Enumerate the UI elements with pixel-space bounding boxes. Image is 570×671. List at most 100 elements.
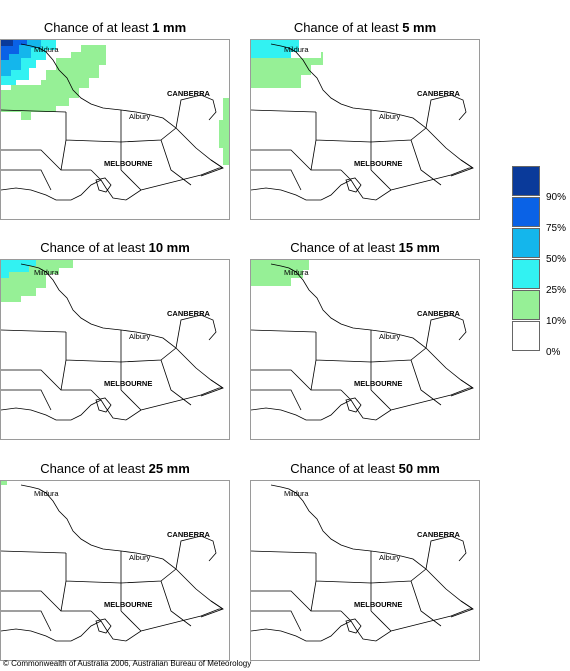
east-gippsland — [200, 600, 224, 618]
rainfall-map: Mildura CANBERRA Albury MELBOURNE — [251, 484, 474, 642]
east-gippsland — [450, 600, 474, 618]
label-mildura: Mildura — [34, 489, 59, 498]
east-gippsland — [450, 159, 474, 177]
panel-title-prefix: Chance of at least — [40, 240, 149, 255]
label-canberra: CANBERRA — [417, 309, 461, 318]
map-panel-25mm: Mildura CANBERRA Albury MELBOURNE — [0, 480, 230, 661]
panel-title-10mm: Chance of at least 10 mm — [0, 240, 230, 256]
port-phillip — [345, 177, 362, 193]
murray-river — [20, 43, 224, 169]
label-canberra: CANBERRA — [167, 530, 211, 539]
panel-title-amount: 15 mm — [398, 240, 440, 255]
label-melbourne: MELBOURNE — [354, 600, 402, 609]
legend-swatch-75 — [512, 197, 540, 227]
port-phillip — [95, 618, 112, 634]
legend-swatch-0 — [512, 321, 540, 351]
map-panel-15mm: Mildura CANBERRA Albury MELBOURNE — [250, 259, 480, 440]
panel-title-amount: 5 mm — [402, 20, 437, 35]
shade-10pct — [1, 481, 7, 485]
panel-title-amount: 1 mm — [152, 20, 187, 35]
legend-label-90: 90% — [546, 192, 567, 203]
border-lines — [1, 43, 224, 201]
coastline — [251, 387, 473, 421]
label-mildura: Mildura — [34, 45, 59, 54]
district-lines — [1, 109, 192, 191]
coastline — [251, 167, 473, 201]
port-phillip — [95, 397, 112, 413]
nsw-act-border — [425, 535, 467, 570]
probability-shading — [251, 40, 323, 88]
label-mildura: Mildura — [284, 45, 309, 54]
rainfall-map: Mildura CANBERRA Albury MELBOURNE — [251, 40, 474, 201]
legend-label-50: 50% — [546, 254, 567, 265]
shade-10pct — [251, 52, 323, 88]
district-lines — [251, 550, 442, 632]
map-panel-5mm: Mildura CANBERRA Albury MELBOURNE — [250, 39, 480, 220]
legend-swatch-50 — [512, 228, 540, 258]
murray-river — [20, 484, 224, 610]
border-lines — [1, 263, 224, 421]
district-lines — [1, 550, 192, 632]
border-lines — [1, 484, 224, 642]
panel-title-25mm: Chance of at least 25 mm — [0, 461, 230, 477]
shade-10pct — [1, 45, 106, 120]
rainfall-map: Mildura CANBERRA Albury MELBOURNE — [1, 260, 224, 421]
murray-river — [270, 484, 474, 610]
map-frame: Mildura CANBERRA Albury MELBOURNE — [0, 259, 230, 440]
border-lines — [251, 484, 474, 642]
nsw-act-border — [425, 314, 467, 349]
east-gippsland — [200, 379, 224, 397]
label-melbourne: MELBOURNE — [354, 159, 402, 168]
coastline — [1, 167, 223, 201]
legend-label-25: 25% — [546, 285, 567, 296]
east-gippsland — [450, 379, 474, 397]
panel-title-1mm: Chance of at least 1 mm — [0, 20, 230, 36]
label-albury: Albury — [129, 112, 151, 121]
panel-title-amount: 25 mm — [148, 461, 190, 476]
panel-title-amount: 50 mm — [398, 461, 440, 476]
label-mildura: Mildura — [34, 268, 59, 277]
legend-swatch-10 — [512, 290, 540, 320]
legend-swatch-25 — [512, 259, 540, 289]
murray-river — [20, 263, 224, 389]
probability-shading — [1, 40, 229, 165]
label-albury: Albury — [379, 112, 401, 121]
coastline — [251, 608, 473, 642]
nsw-act-border — [425, 94, 467, 129]
rainfall-map: Mildura CANBERRA Albury MELBOURNE — [1, 40, 229, 201]
label-melbourne: MELBOURNE — [104, 379, 152, 388]
district-lines — [251, 329, 442, 411]
probability-shading — [1, 260, 73, 302]
port-phillip — [95, 177, 112, 193]
legend-label-75: 75% — [546, 223, 567, 234]
legend-label-10: 10% — [546, 316, 567, 327]
panel-title-50mm: Chance of at least 50 mm — [250, 461, 480, 477]
rainfall-map: Mildura CANBERRA Albury MELBOURNE — [1, 481, 224, 642]
nsw-act-border — [175, 314, 217, 349]
label-melbourne: MELBOURNE — [104, 159, 152, 168]
shade-10pct — [251, 260, 309, 286]
label-mildura: Mildura — [284, 489, 309, 498]
map-frame: Mildura CANBERRA Albury MELBOURNE — [250, 39, 480, 220]
border-lines — [251, 263, 474, 421]
map-panel-1mm: Mildura CANBERRA Albury MELBOURNE — [0, 39, 230, 220]
border-lines — [251, 43, 474, 201]
label-albury: Albury — [379, 332, 401, 341]
nsw-act-border — [175, 94, 217, 129]
label-melbourne: MELBOURNE — [354, 379, 402, 388]
label-canberra: CANBERRA — [417, 89, 461, 98]
coastline — [1, 387, 223, 421]
panel-title-amount: 10 mm — [148, 240, 190, 255]
label-canberra: CANBERRA — [167, 89, 211, 98]
panel-title-prefix: Chance of at least — [43, 20, 153, 35]
district-lines — [251, 109, 442, 191]
shade-10pct-east — [219, 98, 229, 165]
panel-title-prefix: Chance of at least — [40, 461, 149, 476]
probability-legend: 90% 75% 50% 25% 10% 0% — [512, 166, 570, 366]
label-melbourne: MELBOURNE — [104, 600, 152, 609]
map-frame: Mildura CANBERRA Albury MELBOURNE — [250, 259, 480, 440]
east-gippsland — [200, 159, 224, 177]
legend-swatch-90 — [512, 166, 540, 196]
copyright-notice: © Commonwealth of Australia 2006, Austra… — [3, 659, 252, 668]
probability-shading — [1, 481, 7, 485]
